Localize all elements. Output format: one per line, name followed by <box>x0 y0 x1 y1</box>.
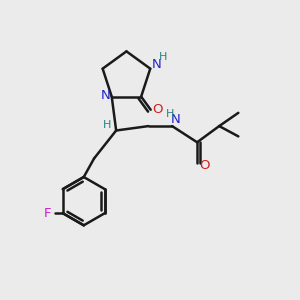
Text: O: O <box>152 103 162 116</box>
Text: H: H <box>103 120 111 130</box>
Text: H: H <box>159 52 167 62</box>
Text: N: N <box>152 58 162 71</box>
Text: N: N <box>100 89 110 102</box>
Text: N: N <box>171 113 181 126</box>
Text: H: H <box>166 109 174 119</box>
Text: O: O <box>199 159 210 172</box>
Text: F: F <box>44 207 51 220</box>
